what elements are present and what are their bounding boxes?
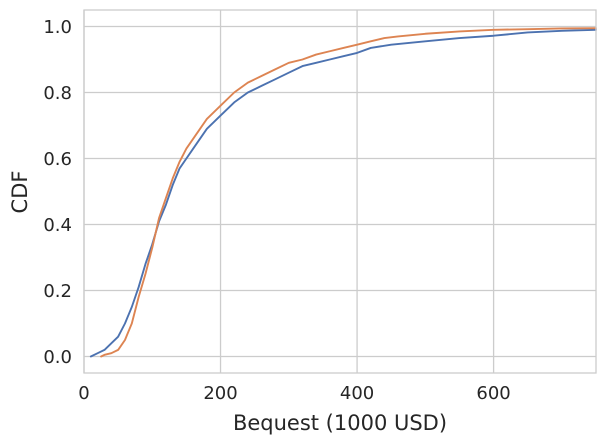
y-tick-label: 0.6 [43,149,72,170]
y-tick-labels: 0.0 0.2 0.4 0.6 0.8 1.0 [43,17,72,368]
x-tick-label: 600 [476,383,510,404]
y-tick-label: 1.0 [43,17,72,38]
y-tick-label: 0.8 [43,83,72,104]
x-tick-label: 400 [340,383,374,404]
x-tick-label: 0 [78,383,89,404]
grid [83,10,596,373]
series-line-1 [100,27,597,358]
y-tick-label: 0.2 [43,281,72,302]
y-axis-label: CDF [8,171,32,214]
series-lines [89,27,597,358]
y-tick-label: 0.0 [43,347,72,368]
x-tick-label: 200 [203,383,237,404]
series-line-0 [89,28,597,358]
x-tick-labels: 0 200 400 600 [78,383,511,404]
y-tick-label: 0.4 [43,215,72,236]
x-axis-label: Bequest (1000 USD) [233,411,447,435]
plot-frame [83,9,597,374]
